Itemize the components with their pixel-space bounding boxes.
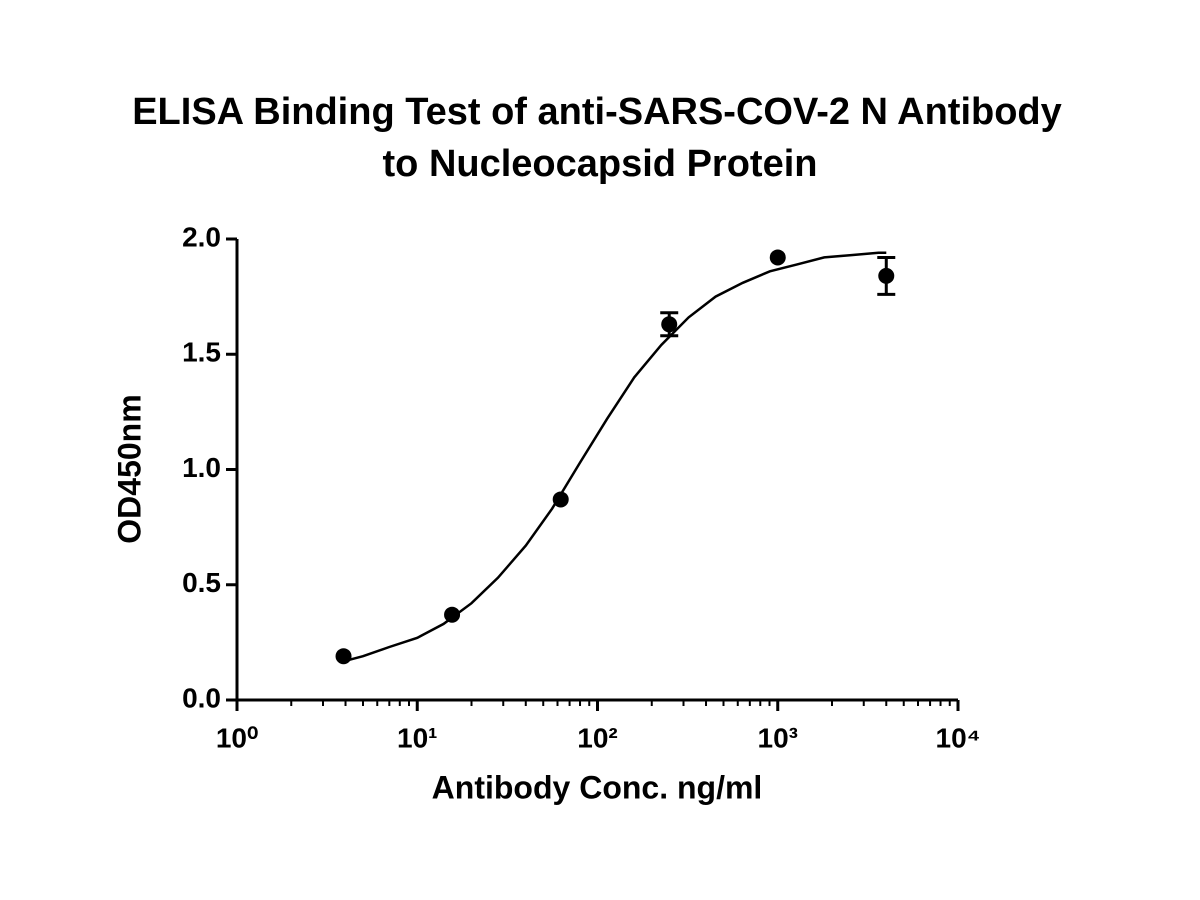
x-tick-label: 10³ — [758, 722, 798, 753]
y-tick-label: 1.5 — [182, 337, 221, 368]
y-tick-label: 0.5 — [182, 567, 221, 598]
y-tick-label: 0.0 — [182, 682, 221, 713]
data-point — [552, 491, 569, 508]
y-tick-label: 2.0 — [182, 221, 221, 252]
chart-title: to Nucleocapsid Protein — [383, 143, 818, 185]
x-axis-title: Antibody Conc. ng/ml — [432, 769, 763, 805]
chart-title: ELISA Binding Test of anti-SARS-COV-2 N … — [132, 91, 1062, 133]
fit-curve — [345, 251, 887, 663]
data-point — [661, 316, 678, 333]
x-tick-label: 10¹ — [397, 722, 437, 753]
x-tick-label: 10⁴ — [936, 722, 981, 753]
data-point — [335, 648, 352, 665]
x-tick-label: 10² — [577, 722, 617, 753]
data-point — [878, 267, 895, 284]
data-point — [769, 249, 786, 266]
y-tick-label: 1.0 — [182, 452, 221, 483]
x-tick-label: 10⁰ — [216, 722, 258, 753]
y-axis-title: OD450nm — [111, 394, 147, 543]
data-point — [444, 606, 461, 623]
